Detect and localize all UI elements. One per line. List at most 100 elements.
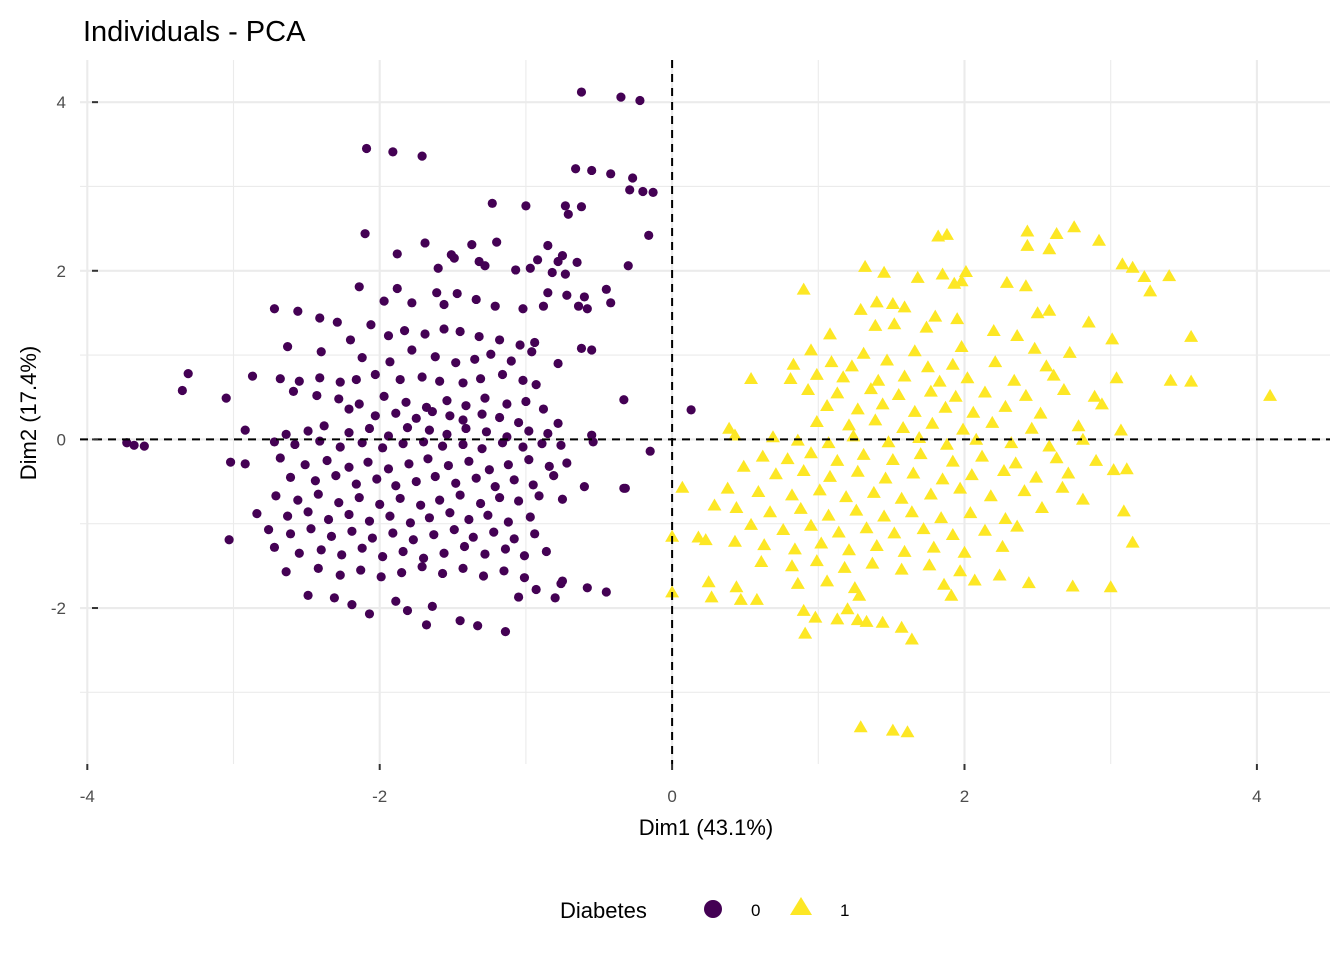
data-point-triangle (823, 327, 837, 340)
data-point-triangle (785, 559, 799, 572)
data-point-circle (391, 408, 401, 418)
data-point-circle (357, 438, 367, 448)
data-point-triangle (954, 274, 969, 287)
data-point-triangle (1039, 359, 1054, 372)
data-point-triangle (953, 481, 968, 494)
data-point-circle (285, 529, 296, 539)
data-point-circle (364, 516, 375, 526)
data-point-circle (367, 533, 377, 543)
data-point-triangle (1056, 383, 1071, 396)
data-point-triangle (1106, 463, 1121, 476)
data-point-circle (528, 480, 538, 490)
data-point-triangle (852, 588, 867, 601)
data-point-triangle (1071, 419, 1086, 432)
data-point-circle (549, 471, 559, 481)
data-point-circle (562, 458, 572, 468)
data-point-triangle (967, 573, 982, 586)
data-point-circle (543, 240, 553, 251)
data-point-triangle (1075, 492, 1090, 505)
data-point-circle (423, 454, 433, 464)
data-point-triangle (796, 282, 811, 295)
data-point-circle (360, 229, 370, 239)
data-point-circle (392, 283, 402, 294)
data-point-circle (499, 566, 509, 576)
data-point-triangle (763, 505, 778, 518)
data-point-triangle (1184, 374, 1199, 387)
data-point-circle (445, 508, 455, 518)
legend-key-0-circle (704, 900, 722, 918)
data-point-triangle (894, 562, 909, 575)
data-point-circle (538, 404, 549, 414)
data-point-triangle (796, 603, 811, 616)
data-point-triangle (975, 449, 990, 462)
y-tick-label: 2 (57, 262, 66, 281)
data-point-triangle (945, 454, 960, 467)
data-point-circle (315, 436, 325, 446)
data-point-triangle (780, 452, 795, 465)
data-point-circle (310, 476, 320, 486)
legend-title: Diabetes (560, 898, 647, 923)
data-point-circle (471, 294, 481, 305)
data-point-circle (494, 492, 505, 503)
data-point-circle (519, 551, 530, 561)
x-tick-label: 0 (667, 787, 676, 806)
data-point-circle (391, 596, 401, 606)
data-point-triangle (853, 720, 868, 733)
data-point-triangle (950, 312, 965, 325)
data-point-triangle (1119, 462, 1134, 475)
data-point-circle (449, 253, 459, 263)
data-point-triangle (785, 488, 799, 501)
data-point-circle (468, 532, 478, 542)
data-point-triangle (814, 536, 829, 549)
data-point-circle (455, 326, 465, 337)
legend-label-0: 0 (751, 901, 760, 920)
data-point-circle (430, 352, 440, 362)
data-point-circle (420, 238, 430, 248)
data-point-circle (303, 507, 313, 517)
data-point-circle (439, 548, 449, 558)
data-point-circle (560, 269, 570, 279)
data-point-circle (506, 356, 516, 366)
data-point-triangle (887, 317, 902, 330)
data-point-circle (518, 375, 528, 385)
data-point-circle (378, 551, 388, 562)
data-point-triangle (1075, 432, 1090, 445)
data-point-circle (402, 422, 413, 433)
data-point-circle (372, 474, 382, 484)
data-point-triangle (958, 264, 973, 277)
x-tick-label: -4 (80, 787, 95, 806)
data-point-circle (648, 187, 658, 197)
y-axis-title: Dim2 (17.4%) (16, 346, 41, 480)
data-point-circle (183, 369, 193, 379)
data-point-triangle (798, 626, 813, 639)
data-point-circle (361, 143, 372, 154)
data-point-circle (281, 429, 291, 439)
data-point-circle (376, 572, 386, 582)
data-point-circle (269, 304, 280, 314)
data-point-triangle (1092, 233, 1106, 246)
data-point-triangle (809, 415, 824, 428)
data-point-circle (616, 92, 626, 102)
data-point-circle (571, 164, 581, 174)
data-point-triangle (944, 588, 959, 601)
data-point-circle (587, 165, 597, 176)
data-point-circle (560, 201, 570, 211)
data-point-circle (443, 460, 454, 471)
data-point-triangle (977, 385, 992, 398)
data-point-circle (579, 292, 589, 302)
data-point-circle (417, 372, 427, 382)
data-point-triangle (675, 480, 690, 493)
data-point-triangle (768, 467, 783, 480)
y-tick-label: 4 (57, 93, 66, 112)
data-point-circle (544, 461, 554, 471)
data-point-triangle (916, 522, 931, 535)
data-point-triangle (801, 383, 816, 396)
data-point-triangle (1162, 269, 1177, 282)
data-point-triangle (1055, 480, 1070, 493)
data-point-triangle (720, 481, 735, 494)
data-point-circle (494, 412, 505, 423)
data-points (122, 87, 1278, 738)
data-point-circle (416, 500, 426, 510)
data-point-triangle (707, 498, 722, 511)
data-point-triangle (704, 590, 719, 603)
